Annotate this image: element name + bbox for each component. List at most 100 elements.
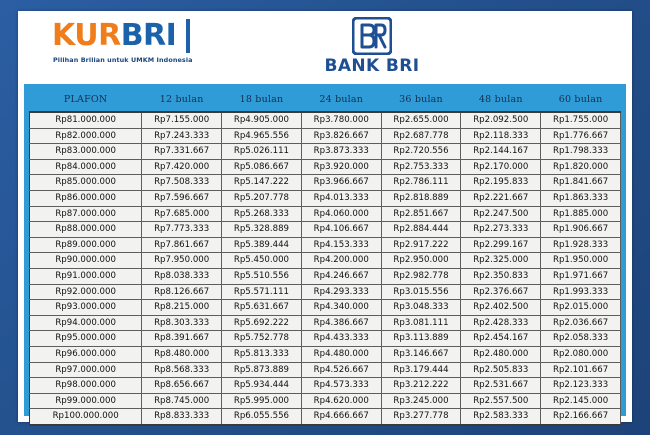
kurbri-logo: KURBRI Pilihan Brilian untuk UMKM Indone… <box>44 19 226 64</box>
cell-installment: Rp5.389.444 <box>221 236 302 254</box>
bri-text: BRI <box>120 18 177 53</box>
cell-installment: Rp5.934.444 <box>221 377 302 394</box>
cell-installment: Rp5.450.000 <box>221 252 302 269</box>
bankbri-wordmark: BANK BRI <box>324 56 420 76</box>
cell-installment: Rp1.776.667 <box>540 127 621 145</box>
cell-installment: Rp5.813.333 <box>221 345 302 363</box>
cell-installment: Rp2.557.500 <box>460 392 542 410</box>
cell-installment: Rp4.246.667 <box>300 267 382 285</box>
cell-installment: Rp2.720.556 <box>380 143 462 160</box>
cell-installment: Rp5.995.000 <box>221 392 302 410</box>
cell-plafon: Rp83.000.000 <box>28 143 143 160</box>
table-row: Rp81.000.000 Rp7.155.000 Rp4.905.000 Rp3.78… <box>28 110 621 129</box>
cell-installment: Rp1.841.667 <box>540 174 621 191</box>
cell-installment: Rp2.950.000 <box>380 252 462 269</box>
cell-plafon: Rp92.000.000 <box>28 283 143 301</box>
cell-installment: Rp2.058.333 <box>540 330 621 347</box>
cell-plafon: Rp84.000.000 <box>28 158 143 176</box>
cell-installment: Rp5.026.111 <box>221 143 302 160</box>
cell-installment: Rp4.013.333 <box>300 189 382 207</box>
cell-installment: Rp2.786.111 <box>380 174 462 191</box>
column-header-36-bulan: 36 bulan <box>381 87 461 112</box>
cell-installment: Rp2.982.778 <box>380 267 462 285</box>
cell-installment: Rp4.905.000 <box>221 110 302 129</box>
table-row: Rp92.000.000 Rp8.126.667 Rp5.571.111 Rp4.29… <box>28 283 621 301</box>
table-row: Rp91.000.000 Rp8.038.333 Rp5.510.556 Rp4.24… <box>28 267 621 285</box>
cell-installment: Rp3.113.889 <box>380 330 462 347</box>
table-row: Rp94.000.000 Rp8.303.333 Rp5.692.222 Rp4.38… <box>28 314 621 332</box>
cell-installment: Rp4.433.333 <box>300 330 382 347</box>
cell-plafon: Rp98.000.000 <box>28 377 143 394</box>
cell-installment: Rp2.454.167 <box>460 330 542 347</box>
cell-installment: Rp1.755.000 <box>540 110 621 129</box>
cell-installment: Rp7.861.667 <box>141 236 223 254</box>
cell-installment: Rp2.080.000 <box>540 345 621 363</box>
kur-text: KUR <box>52 18 121 53</box>
cell-installment: Rp4.060.000 <box>300 205 382 223</box>
cell-installment: Rp2.101.667 <box>540 361 621 379</box>
cell-installment: Rp4.480.000 <box>300 345 382 363</box>
cell-installment: Rp5.571.111 <box>221 283 302 301</box>
cell-installment: Rp2.273.333 <box>460 221 542 238</box>
cell-installment: Rp4.386.667 <box>300 314 382 332</box>
cell-plafon: Rp95.000.000 <box>28 330 143 347</box>
cell-installment: Rp5.752.778 <box>221 330 302 347</box>
cell-installment: Rp8.833.333 <box>141 408 223 426</box>
cell-installment: Rp3.277.778 <box>380 408 462 426</box>
table-head: PLAFON 12 bulan 18 bulan 24 bulan 36 bulan 48… <box>29 87 621 112</box>
cell-installment: Rp2.505.833 <box>460 361 542 379</box>
cell-installment: Rp2.531.667 <box>460 377 542 394</box>
cell-plafon: Rp87.000.000 <box>28 205 143 223</box>
cell-installment: Rp3.212.222 <box>380 377 462 394</box>
cell-installment: Rp3.179.444 <box>380 361 462 379</box>
column-header-18-bulan: 18 bulan <box>221 87 302 112</box>
cell-installment: Rp1.971.667 <box>540 267 621 285</box>
cell-installment: Rp2.221.667 <box>460 189 542 207</box>
table-row: Rp88.000.000 Rp7.773.333 Rp5.328.889 Rp4.10… <box>28 221 621 238</box>
cell-installment: Rp5.086.667 <box>221 158 302 176</box>
cell-installment: Rp2.299.167 <box>460 236 542 254</box>
cell-installment: Rp7.331.667 <box>141 143 223 160</box>
table-row: Rp99.000.000 Rp8.745.000 Rp5.995.000 Rp4.62… <box>28 392 621 410</box>
cell-installment: Rp5.692.222 <box>221 314 302 332</box>
cell-plafon: Rp94.000.000 <box>28 314 143 332</box>
cell-installment: Rp3.048.333 <box>380 299 462 316</box>
table-row: Rp93.000.000 Rp8.215.000 Rp5.631.667 Rp4.34… <box>28 299 621 316</box>
kurbri-wordmark-text: KURBRI <box>52 18 177 53</box>
cell-installment: Rp1.928.333 <box>540 236 621 254</box>
column-header-24-bulan: 24 bulan <box>301 87 382 112</box>
cell-installment: Rp3.245.000 <box>380 392 462 410</box>
cell-installment: Rp2.247.500 <box>460 205 542 223</box>
cell-installment: Rp2.123.333 <box>540 377 621 394</box>
cell-installment: Rp2.350.833 <box>460 267 542 285</box>
cell-installment: Rp2.753.333 <box>380 158 462 176</box>
bri-monogram-icon <box>352 17 392 55</box>
cell-installment: Rp4.293.333 <box>300 283 382 301</box>
cell-installment: Rp5.268.333 <box>221 205 302 223</box>
cell-installment: Rp2.118.333 <box>460 127 542 145</box>
cell-installment: Rp2.687.778 <box>380 127 462 145</box>
kurbri-wordmark: KURBRI <box>44 18 191 53</box>
cell-installment: Rp4.666.667 <box>300 408 382 426</box>
table-row: Rp86.000.000 Rp7.596.667 Rp5.207.778 Rp4.01… <box>28 189 621 207</box>
cell-plafon: Rp93.000.000 <box>28 299 143 316</box>
cell-installment: Rp7.420.000 <box>141 158 223 176</box>
cell-plafon: Rp91.000.000 <box>28 267 143 285</box>
cell-plafon: Rp88.000.000 <box>28 221 143 238</box>
cell-installment: Rp4.153.333 <box>300 236 382 254</box>
cell-installment: Rp7.685.000 <box>141 205 223 223</box>
cell-installment: Rp2.092.500 <box>460 110 542 129</box>
cell-plafon: Rp96.000.000 <box>28 345 143 363</box>
table-header-row: PLAFON 12 bulan 18 bulan 24 bulan 36 bulan 48… <box>29 87 621 112</box>
cell-installment: Rp7.508.333 <box>141 174 223 191</box>
table-row: Rp90.000.000 Rp7.950.000 Rp5.450.000 Rp4.20… <box>28 252 621 269</box>
table-row: Rp83.000.000 Rp7.331.667 Rp5.026.111 Rp3.87… <box>28 143 621 160</box>
cell-installment: Rp2.170.000 <box>460 158 542 176</box>
cell-installment: Rp8.303.333 <box>141 314 223 332</box>
cell-plafon: Rp85.000.000 <box>28 174 143 191</box>
cell-installment: Rp6.055.556 <box>221 408 302 426</box>
cell-installment: Rp8.480.000 <box>141 345 223 363</box>
cell-installment: Rp2.480.000 <box>460 345 542 363</box>
cell-installment: Rp1.863.333 <box>540 189 621 207</box>
